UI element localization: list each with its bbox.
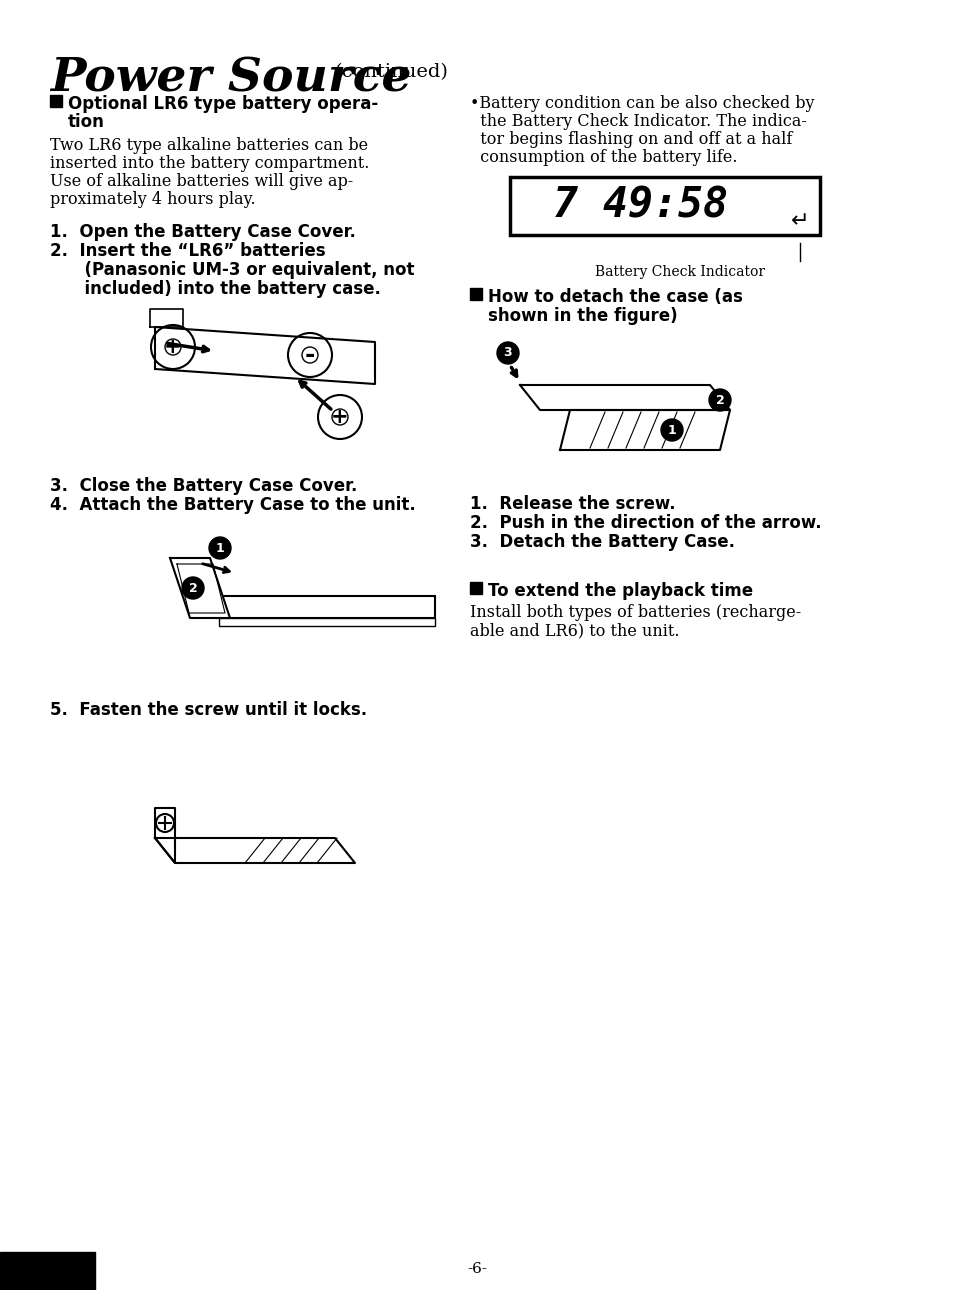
Text: inserted into the battery compartment.: inserted into the battery compartment. [50, 155, 369, 172]
Text: included) into the battery case.: included) into the battery case. [50, 280, 380, 298]
Text: How to detach the case (as: How to detach the case (as [488, 288, 742, 306]
Bar [214, 596, 435, 618]
Text: 7 49:58: 7 49:58 [552, 184, 727, 227]
Circle shape [182, 577, 204, 599]
Text: tion: tion [68, 114, 105, 132]
Text: -: - [305, 343, 314, 366]
Text: proximately 4 hours play.: proximately 4 hours play. [50, 191, 255, 208]
Text: the Battery Check Indicator. The indica-: the Battery Check Indicator. The indica- [470, 114, 806, 130]
Text: Battery Check Indicator: Battery Check Indicator [595, 264, 764, 279]
Text: 3.  Close the Battery Case Cover.: 3. Close the Battery Case Cover. [50, 477, 357, 495]
Text: able and LR6) to the unit.: able and LR6) to the unit. [470, 622, 679, 639]
Text: 2: 2 [715, 393, 723, 406]
Text: consumption of the battery life.: consumption of the battery life. [470, 150, 737, 166]
Bar [470, 582, 481, 593]
Text: 3: 3 [503, 347, 512, 360]
Polygon shape [170, 559, 230, 618]
Polygon shape [154, 326, 375, 384]
Bar [50, 95, 62, 107]
Bar [470, 288, 481, 301]
Polygon shape [154, 838, 355, 863]
Circle shape [497, 342, 518, 364]
Polygon shape [154, 808, 174, 863]
Text: -6-: -6- [467, 1262, 486, 1276]
Bar [219, 618, 435, 626]
Text: 1.  Open the Battery Case Cover.: 1. Open the Battery Case Cover. [50, 223, 355, 241]
Text: ↵: ↵ [790, 212, 808, 231]
Circle shape [660, 419, 682, 441]
Text: tor begins flashing on and off at a half: tor begins flashing on and off at a half [470, 132, 792, 148]
Text: 3.  Detach the Battery Case.: 3. Detach the Battery Case. [470, 533, 734, 551]
Text: 2.  Insert the “LR6” batteries: 2. Insert the “LR6” batteries [50, 243, 325, 261]
Text: +: + [164, 337, 182, 357]
Text: +: + [331, 408, 349, 427]
Text: •Battery condition can be also checked by: •Battery condition can be also checked b… [470, 95, 814, 112]
Text: 1: 1 [667, 423, 676, 436]
Text: 4.  Attach the Battery Case to the unit.: 4. Attach the Battery Case to the unit. [50, 495, 416, 513]
Circle shape [209, 537, 231, 559]
Text: Two LR6 type alkaline batteries can be: Two LR6 type alkaline batteries can be [50, 137, 368, 154]
Bar [0, 1253, 95, 1290]
Text: 1: 1 [215, 542, 224, 555]
Polygon shape [559, 410, 729, 450]
Text: Power Source: Power Source [50, 55, 411, 101]
Text: 1.  Release the screw.: 1. Release the screw. [470, 495, 675, 513]
Text: 2: 2 [189, 582, 197, 595]
Text: (Panasonic UM-3 or equivalent, not: (Panasonic UM-3 or equivalent, not [50, 261, 414, 279]
Bar [510, 177, 820, 235]
Text: 2.  Push in the direction of the arrow.: 2. Push in the direction of the arrow. [470, 513, 821, 531]
Text: (continued): (continued) [335, 63, 449, 81]
Text: shown in the figure): shown in the figure) [488, 307, 677, 325]
Polygon shape [519, 384, 729, 410]
Polygon shape [150, 310, 183, 326]
Text: To extend the playback time: To extend the playback time [488, 582, 752, 600]
Text: Install both types of batteries (recharge-: Install both types of batteries (recharg… [470, 604, 801, 620]
Text: Optional LR6 type battery opera-: Optional LR6 type battery opera- [68, 95, 377, 114]
Circle shape [708, 390, 730, 412]
Text: 5.  Fasten the screw until it locks.: 5. Fasten the screw until it locks. [50, 700, 367, 719]
Text: Use of alkaline batteries will give ap-: Use of alkaline batteries will give ap- [50, 173, 353, 190]
